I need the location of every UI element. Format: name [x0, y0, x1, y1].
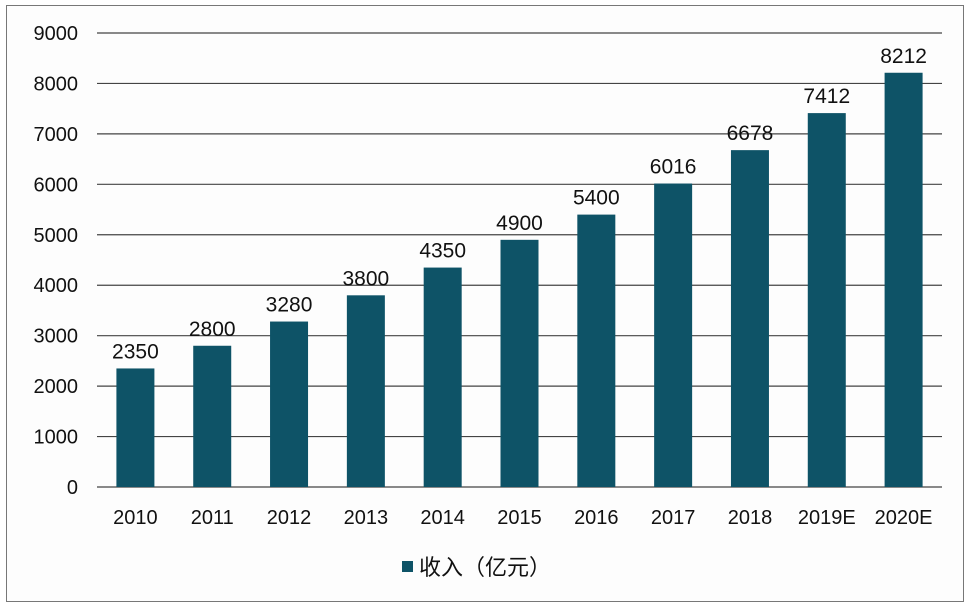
- data-label: 4900: [496, 212, 543, 235]
- data-label: 3800: [343, 267, 390, 290]
- bar: [270, 321, 309, 487]
- legend-swatch: [402, 561, 413, 572]
- data-label: 5400: [573, 187, 620, 210]
- bar: [346, 295, 385, 487]
- y-tick-label: 1000: [34, 427, 79, 449]
- bar: [807, 113, 846, 487]
- legend-label: 收入（亿元）: [419, 555, 551, 580]
- y-tick-label: 4000: [34, 275, 79, 297]
- y-tick-label: 0: [67, 477, 78, 499]
- y-tick-label: 2000: [34, 376, 79, 398]
- y-tick-label: 8000: [34, 73, 79, 95]
- y-tick-label: 5000: [34, 225, 79, 247]
- data-label: 6016: [650, 156, 697, 179]
- data-label: 6678: [727, 122, 774, 145]
- x-tick-label: 2014: [420, 507, 465, 529]
- bar: [577, 214, 616, 487]
- x-tick-label: 2013: [344, 507, 389, 529]
- x-tick-label: 2019E: [798, 507, 856, 529]
- y-tick-label: 9000: [34, 23, 79, 45]
- bar: [884, 72, 923, 488]
- x-tick-label: 2017: [651, 507, 696, 529]
- y-tick-label: 6000: [34, 174, 79, 196]
- x-tick-label: 2018: [728, 507, 773, 529]
- x-tick-label: 2011: [191, 507, 234, 529]
- x-tick-label: 2015: [497, 507, 542, 529]
- x-tick-label: 2012: [267, 507, 312, 529]
- data-label: 2800: [189, 318, 236, 341]
- bar: [500, 239, 539, 487]
- bar: [116, 368, 155, 487]
- data-label: 4350: [419, 240, 466, 263]
- bar: [193, 345, 232, 487]
- bar: [423, 267, 462, 487]
- x-tick-label: 2016: [574, 507, 619, 529]
- y-tick-label: 3000: [34, 326, 79, 348]
- data-label: 7412: [803, 85, 850, 108]
- data-label: 2350: [112, 340, 159, 363]
- y-tick-label: 7000: [34, 124, 79, 146]
- data-label: 3280: [266, 294, 313, 317]
- x-tick-label: 2010: [113, 507, 158, 529]
- x-tick-label: 2020E: [875, 507, 933, 529]
- bar: [654, 183, 693, 487]
- data-label: 8212: [880, 45, 927, 68]
- bar: [730, 150, 769, 487]
- chart-frame: [6, 5, 964, 602]
